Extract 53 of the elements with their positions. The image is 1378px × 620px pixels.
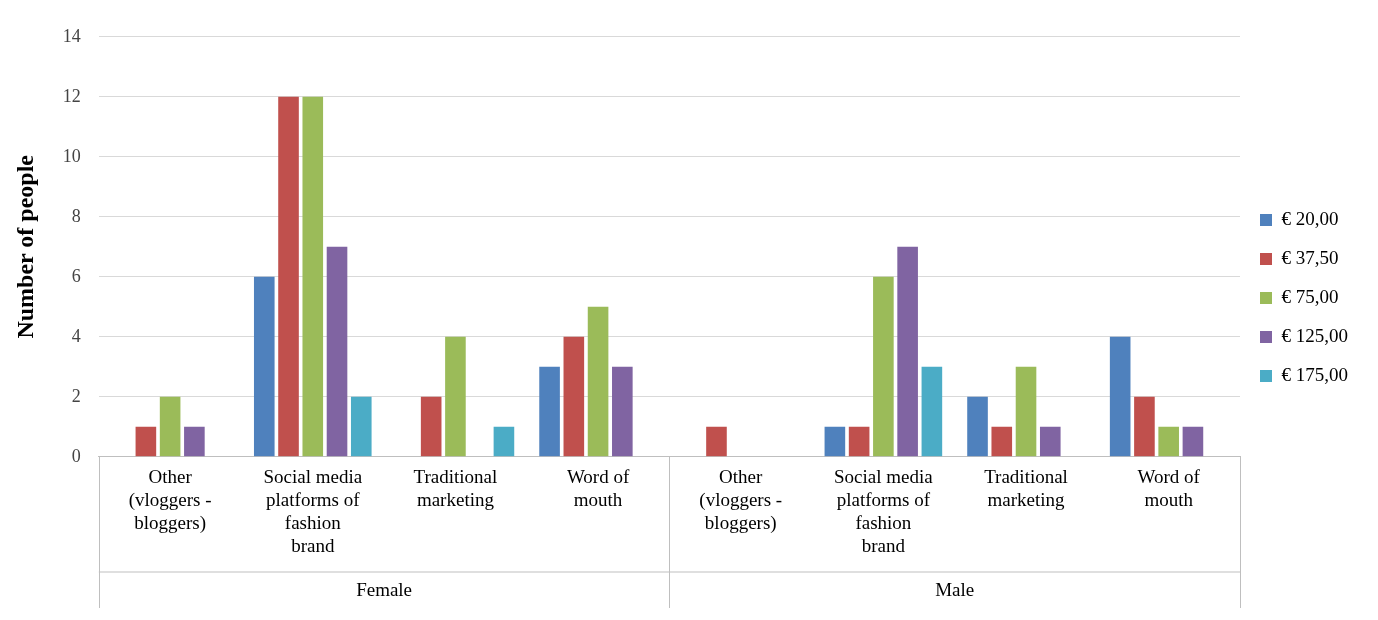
text: Male xyxy=(935,578,975,600)
y-tick-label: 8 xyxy=(71,205,81,226)
bar xyxy=(824,426,846,457)
bar xyxy=(848,426,870,457)
bar xyxy=(278,96,299,457)
x-tick-label: Other (vloggers - bloggers) xyxy=(128,466,212,534)
x-tick-label: Word of mouth xyxy=(566,466,630,510)
y-tick-label: 6 xyxy=(71,265,81,286)
bar xyxy=(135,426,157,457)
bar xyxy=(563,336,585,457)
y-tick-label: 10 xyxy=(62,145,81,166)
bar xyxy=(897,246,918,457)
bar xyxy=(420,396,442,457)
legend-label: € 37,50 xyxy=(1281,246,1339,268)
bar xyxy=(1039,426,1061,457)
legend-label: € 20,00 xyxy=(1281,207,1339,229)
bar xyxy=(1158,426,1179,457)
bar xyxy=(350,396,372,457)
bar xyxy=(921,366,943,457)
bar xyxy=(253,276,275,457)
x-tick-label: Social media platforms of fashion brand xyxy=(834,466,934,556)
bar xyxy=(706,426,727,457)
bar xyxy=(445,336,466,457)
bar xyxy=(1015,366,1037,457)
legend-label: € 175,00 xyxy=(1281,363,1348,385)
bar xyxy=(967,396,988,457)
x-tick-label: Traditional marketing xyxy=(984,466,1068,510)
x-tick-label: Traditional marketing xyxy=(413,466,498,510)
bar xyxy=(873,276,894,457)
x-tick-label: Social media platforms of fashion brand xyxy=(263,466,363,556)
y-tick-label: 4 xyxy=(71,325,81,346)
bar xyxy=(991,426,1013,457)
y-tick-label: 2 xyxy=(71,385,81,406)
bar xyxy=(612,366,633,457)
bar xyxy=(184,426,205,457)
bar xyxy=(326,246,348,457)
legend-label: € 75,00 xyxy=(1281,285,1339,307)
bar xyxy=(1134,396,1155,457)
y-tick-label: 12 xyxy=(62,85,81,106)
bar xyxy=(1109,336,1131,457)
legend-label: € 125,00 xyxy=(1281,324,1348,346)
bar xyxy=(302,96,324,457)
y-axis-title: Number of people xyxy=(11,154,38,339)
bar xyxy=(493,426,515,457)
bar xyxy=(539,366,560,457)
bar xyxy=(1182,426,1204,457)
bar xyxy=(587,306,609,457)
x-tick-label: Word of mouth xyxy=(1137,466,1201,510)
text: Female xyxy=(356,578,413,600)
y-tick-label: 0 xyxy=(71,445,81,466)
bar xyxy=(159,396,181,457)
y-tick-label: 14 xyxy=(62,25,81,46)
x-tick-label: Other (vloggers - bloggers) xyxy=(699,466,783,534)
